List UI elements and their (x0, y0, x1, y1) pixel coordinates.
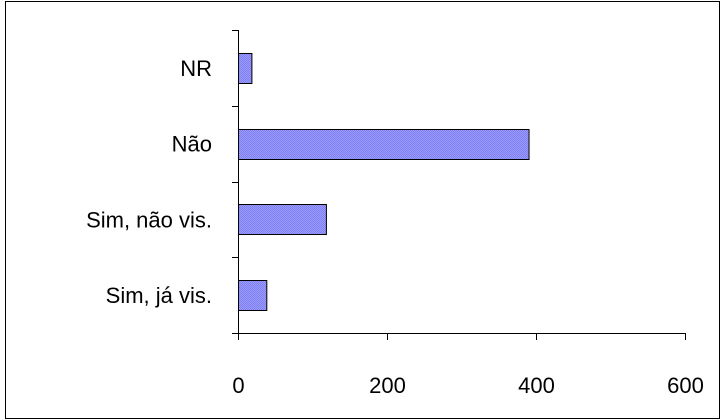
x-tick-label: 0 (232, 373, 244, 398)
x-tick-label: 600 (667, 373, 704, 398)
bar-3 (238, 204, 327, 235)
x-tick-label: 400 (518, 373, 555, 398)
bar-2 (238, 129, 530, 160)
plot-area: NR Não Sim, não vis. Sim, já vis. 0 200 400 600 (86, 30, 704, 398)
category-label: Sim, não vis. (86, 207, 212, 232)
chart-frame (5, 1, 720, 419)
category-label: Não (172, 132, 212, 157)
x-tick-label: 200 (369, 373, 406, 398)
category-label: Sim, já vis. (106, 283, 212, 308)
bar-4 (238, 280, 268, 311)
category-label: NR (180, 56, 212, 81)
bar-1 (238, 53, 253, 84)
